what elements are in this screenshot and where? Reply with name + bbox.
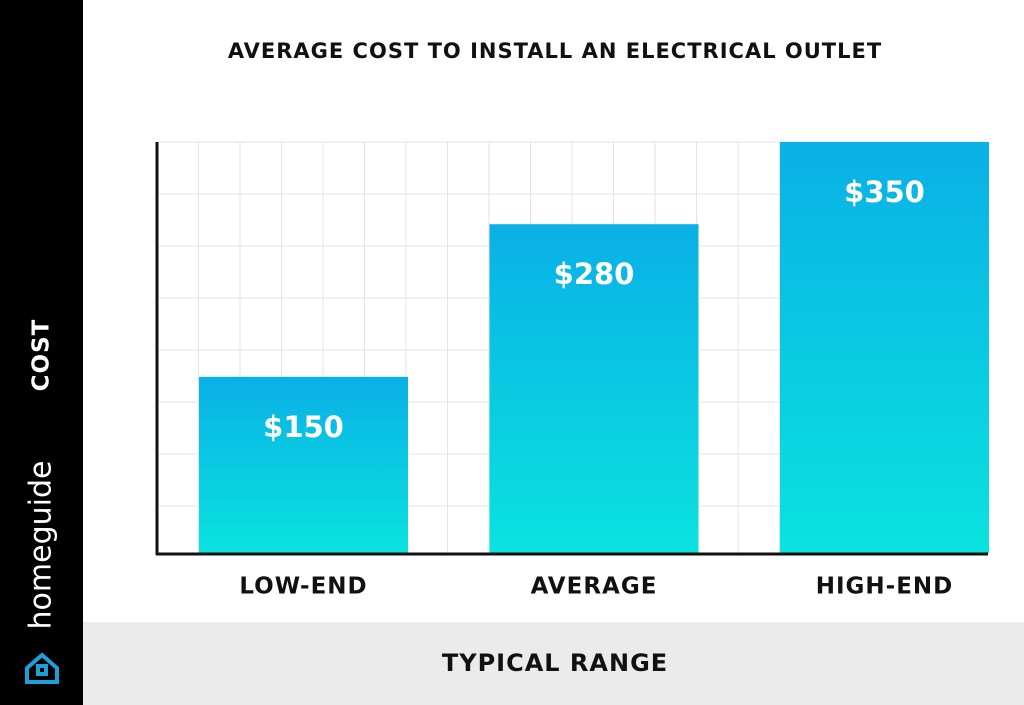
value-label: $350 [844, 175, 925, 209]
brand: homeguide [24, 461, 59, 630]
value-label: $150 [263, 410, 344, 444]
brand-icon [25, 652, 59, 684]
bars: $150 $280 $350 [199, 142, 989, 553]
bar [199, 376, 408, 553]
bar [780, 142, 989, 553]
x-tick-label: LOW-END [239, 574, 367, 600]
x-label-band [83, 622, 1024, 705]
x-axis-label: TYPICAL RANGE [442, 649, 668, 677]
chart-title: AVERAGE COST TO INSTALL AN ELECTRICAL OU… [228, 39, 882, 63]
value-label: $280 [554, 257, 635, 291]
x-tick-label: AVERAGE [531, 574, 658, 600]
y-axis-label: COST [29, 319, 55, 392]
house-icon [25, 652, 59, 684]
bar [489, 224, 699, 553]
house-window [36, 664, 48, 676]
sidebar [0, 0, 83, 705]
x-tick-label: HIGH-END [816, 574, 954, 600]
